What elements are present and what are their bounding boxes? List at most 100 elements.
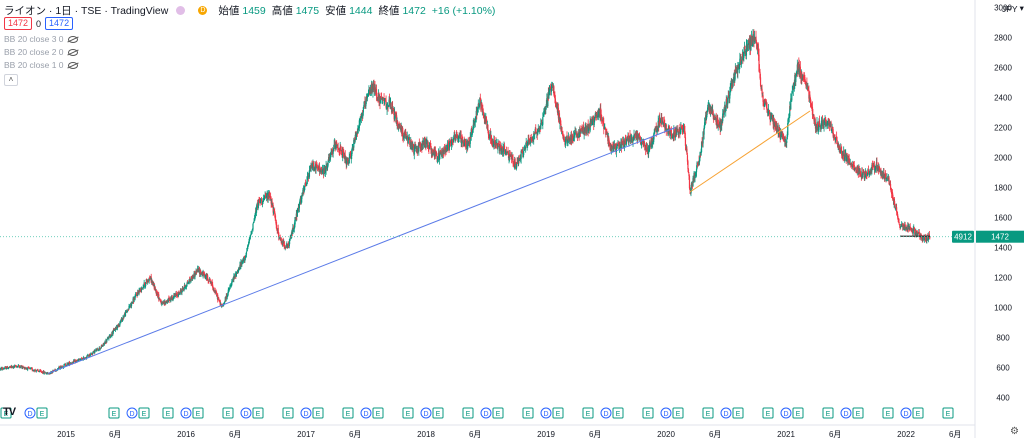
indicator-label: BB 20 close 3 0 (4, 34, 64, 44)
candle-body (483, 115, 485, 118)
earnings-event-icon[interactable] (108, 407, 120, 419)
candle-body (471, 132, 473, 135)
candle-body (191, 278, 193, 280)
dividend-event-icon[interactable] (840, 407, 852, 419)
candle-body (706, 110, 708, 116)
candle-body (865, 171, 867, 176)
candle-body (321, 170, 323, 172)
dividend-event-icon[interactable] (480, 407, 492, 419)
event-label: E (916, 411, 921, 418)
candle-body (123, 315, 125, 318)
earnings-event-icon[interactable] (372, 407, 384, 419)
earnings-event-icon[interactable] (522, 407, 534, 419)
earnings-event-icon[interactable] (492, 407, 504, 419)
earnings-event-icon[interactable] (0, 407, 12, 419)
earnings-event-icon[interactable] (882, 407, 894, 419)
earnings-event-icon[interactable] (642, 407, 654, 419)
candle-body (576, 136, 579, 139)
candle-body (603, 122, 605, 130)
bid-box[interactable]: 1472 (4, 17, 33, 30)
earnings-event-icon[interactable] (552, 407, 564, 419)
earnings-event-icon[interactable] (192, 407, 204, 419)
candle-body (885, 177, 888, 180)
candle-body (623, 140, 625, 148)
earnings-event-icon[interactable] (36, 407, 48, 419)
dividend-event-icon[interactable] (900, 407, 912, 419)
candle-body (327, 160, 329, 166)
dividend-event-icon[interactable] (300, 407, 312, 419)
candle-body (247, 245, 249, 247)
dividend-event-icon[interactable] (24, 407, 36, 419)
dividend-event-icon[interactable] (240, 407, 252, 419)
earnings-event-icon[interactable] (702, 407, 714, 419)
dividend-event-icon[interactable] (540, 407, 552, 419)
candle-body (721, 121, 723, 126)
candle-body (683, 125, 686, 132)
earnings-event-icon[interactable] (912, 407, 924, 419)
hidden-eye-icon[interactable] (67, 35, 78, 43)
candle-body (830, 122, 832, 131)
currency-selector[interactable]: JPY ▾ (1002, 3, 1024, 14)
trendline-blue[interactable] (47, 127, 676, 374)
candle-body (426, 140, 428, 148)
candle-body (754, 38, 756, 39)
indicator-row[interactable]: BB 20 close 2 0 (4, 47, 78, 57)
earnings-event-icon[interactable] (252, 407, 264, 419)
dividend-event-icon[interactable] (126, 407, 138, 419)
earnings-event-icon[interactable] (582, 407, 594, 419)
candle-body (572, 135, 575, 142)
candle-body (292, 227, 294, 235)
gear-icon[interactable]: ⚙ (1010, 426, 1019, 437)
earnings-event-icon[interactable] (462, 407, 474, 419)
dividend-event-icon[interactable] (780, 407, 792, 419)
candle-body (927, 238, 929, 241)
candle-body (9, 365, 12, 367)
earnings-event-icon[interactable] (732, 407, 744, 419)
earnings-event-icon[interactable] (432, 407, 444, 419)
dividend-event-icon[interactable] (360, 407, 372, 419)
earnings-event-icon[interactable] (612, 407, 624, 419)
earnings-event-icon[interactable] (792, 407, 804, 419)
dividend-event-icon[interactable] (600, 407, 612, 419)
earnings-event-icon[interactable] (282, 407, 294, 419)
earnings-event-icon[interactable] (222, 407, 234, 419)
candle-body (580, 129, 582, 134)
candle-body (632, 136, 635, 141)
spread-value: 0 (36, 18, 42, 29)
dividend-event-icon[interactable] (420, 407, 432, 419)
dividend-event-icon[interactable] (660, 407, 672, 419)
tradingview-logo-icon[interactable]: TV (3, 406, 16, 418)
trendline-orange[interactable] (689, 110, 811, 193)
earnings-event-icon[interactable] (162, 407, 174, 419)
collapse-legend-button[interactable]: ˄ (4, 74, 18, 86)
candle-body (134, 296, 136, 300)
earnings-event-icon[interactable] (822, 407, 834, 419)
earnings-event-icon[interactable] (762, 407, 774, 419)
event-label: E (142, 411, 147, 418)
indicator-row[interactable]: BB 20 close 1 0 (4, 60, 78, 70)
earnings-event-icon[interactable] (942, 407, 954, 419)
earnings-event-icon[interactable] (342, 407, 354, 419)
indicator-row[interactable]: BB 20 close 3 0 (4, 34, 78, 44)
earnings-event-icon[interactable] (672, 407, 684, 419)
hidden-eye-icon[interactable] (67, 48, 78, 56)
symbol-title[interactable]: ライオン · 1日 · TSE · TradingView (4, 5, 169, 17)
candle-body (499, 145, 501, 151)
dividend-event-icon[interactable] (720, 407, 732, 419)
candle-body (34, 369, 36, 372)
earnings-event-icon[interactable] (402, 407, 414, 419)
candle-body (537, 130, 539, 135)
candle-body (661, 117, 663, 124)
hidden-eye-icon[interactable] (67, 61, 78, 69)
event-label: E (526, 411, 531, 418)
price-tag (976, 230, 1024, 243)
candle-body (545, 103, 547, 108)
dividend-event-icon[interactable] (180, 407, 192, 419)
earnings-event-icon[interactable] (852, 407, 864, 419)
candle-body (535, 127, 537, 133)
candle-body (584, 128, 586, 134)
earnings-event-icon[interactable] (312, 407, 324, 419)
ask-box[interactable]: 1472 (45, 17, 74, 30)
earnings-event-icon[interactable] (138, 407, 150, 419)
